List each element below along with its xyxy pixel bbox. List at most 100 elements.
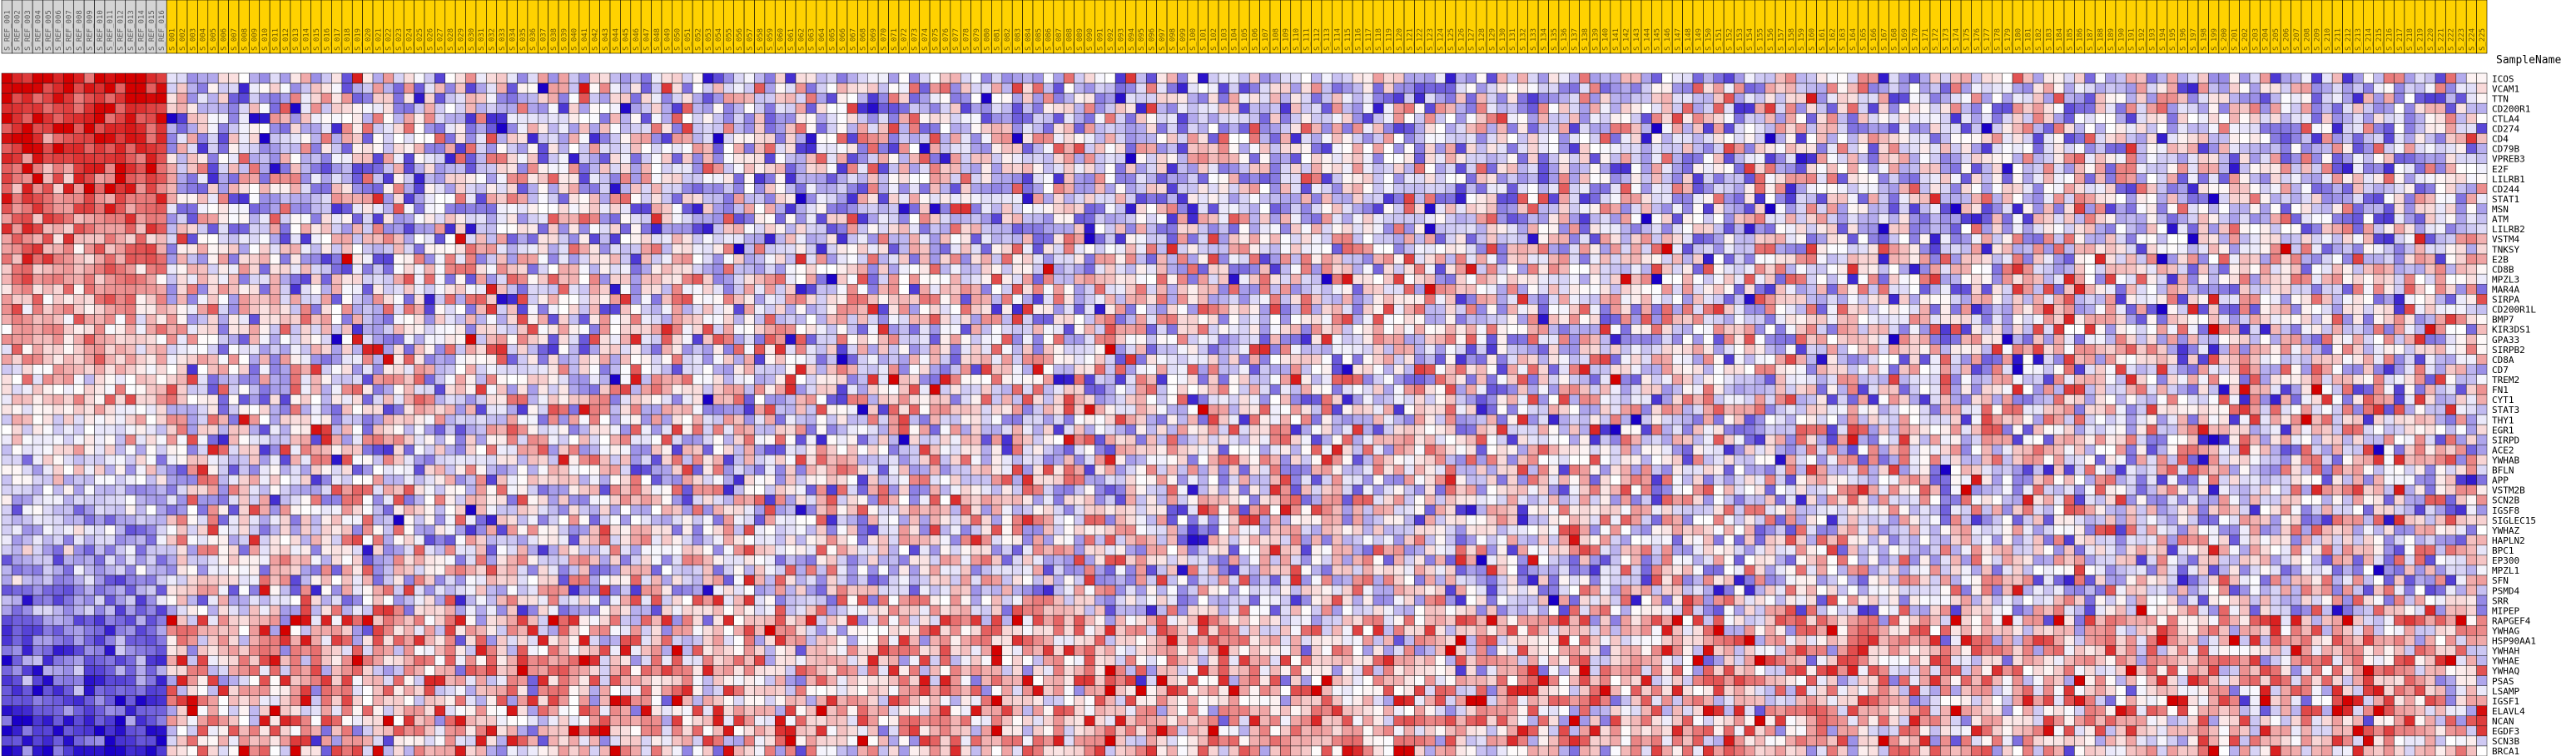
heatmap-cell xyxy=(1280,213,1292,225)
heatmap-cell xyxy=(651,102,663,114)
heatmap-cell xyxy=(588,123,600,134)
heatmap-cell xyxy=(1177,112,1189,124)
heatmap-cell xyxy=(1403,203,1415,215)
heatmap-cell xyxy=(2311,173,2323,184)
heatmap-cell xyxy=(32,173,43,184)
heatmap-cell xyxy=(1671,143,1683,154)
heatmap-cell xyxy=(362,183,374,194)
sample-label: S_183 xyxy=(2046,28,2054,51)
heatmap-cell xyxy=(867,233,879,245)
heatmap-cell xyxy=(63,223,74,235)
heatmap-cell xyxy=(115,203,126,215)
heatmap-cell xyxy=(1734,163,1745,174)
heatmap-cell xyxy=(2063,203,2075,215)
heatmap-cell xyxy=(12,82,23,94)
heatmap-cell xyxy=(672,112,682,124)
heatmap-cell xyxy=(300,233,311,245)
heatmap-cell xyxy=(816,133,827,144)
heatmap-cell xyxy=(2197,233,2209,245)
sample-label: S_176 xyxy=(1973,28,1982,51)
sample-label: S_REF_009 xyxy=(86,10,94,51)
heatmap-cell xyxy=(692,143,703,154)
heatmap-cell xyxy=(1383,223,1394,235)
heatmap-cell xyxy=(970,102,982,114)
heatmap-cell xyxy=(22,203,33,215)
heatmap-cell xyxy=(42,82,54,94)
heatmap-cell xyxy=(1878,193,1889,205)
heatmap-cell xyxy=(1455,163,1467,174)
heatmap-cell xyxy=(197,203,209,215)
heatmap-cell xyxy=(1414,112,1426,124)
heatmap-cell xyxy=(970,153,982,164)
heatmap-cell xyxy=(125,163,136,174)
heatmap-cell xyxy=(414,112,425,124)
heatmap-cell xyxy=(1321,123,1333,134)
heatmap-cell xyxy=(73,223,85,235)
heatmap-cell xyxy=(548,102,559,114)
heatmap-cell xyxy=(1992,213,2003,225)
sample-label: S_023 xyxy=(395,28,404,51)
heatmap-cell xyxy=(1764,123,1776,134)
heatmap-cell xyxy=(1,153,12,164)
heatmap-cell xyxy=(1434,92,1446,104)
heatmap-cell xyxy=(1506,82,1518,94)
heatmap-cell xyxy=(63,203,74,215)
heatmap-cell xyxy=(527,82,539,94)
heatmap-cell xyxy=(1889,143,1900,154)
heatmap-cell xyxy=(548,233,559,245)
heatmap-cell xyxy=(2115,102,2127,114)
heatmap-cell xyxy=(929,123,941,134)
heatmap-cell xyxy=(1342,92,1353,104)
heatmap-cell xyxy=(1795,123,1807,134)
heatmap-cell xyxy=(1074,193,1085,205)
heatmap-cell xyxy=(1,213,12,225)
sample-label: S_REF_007 xyxy=(66,10,74,51)
heatmap-cell xyxy=(1826,193,1838,205)
heatmap-cell xyxy=(320,183,332,194)
heatmap-cell xyxy=(1135,193,1147,205)
heatmap-cell xyxy=(341,243,353,255)
heatmap-cell xyxy=(63,72,74,84)
heatmap-cell xyxy=(2435,82,2446,94)
heatmap-cell xyxy=(1466,233,1477,245)
heatmap-cell xyxy=(960,133,971,144)
heatmap-cell xyxy=(2157,143,2168,154)
heatmap-cell xyxy=(1517,72,1528,84)
heatmap-cell xyxy=(1569,102,1580,114)
heatmap-cell xyxy=(104,183,116,194)
heatmap-cell xyxy=(909,223,920,235)
heatmap-cell xyxy=(970,233,982,245)
heatmap-cell xyxy=(1878,82,1889,94)
heatmap-cell xyxy=(2270,183,2281,194)
heatmap-cell xyxy=(2415,213,2425,225)
heatmap-cell xyxy=(960,112,971,124)
heatmap-cell xyxy=(259,163,271,174)
sample-label: S_123 xyxy=(1427,28,1435,51)
sample-label: S_074 xyxy=(921,28,930,51)
heatmap-cell xyxy=(1734,82,1745,94)
heatmap-cell xyxy=(806,82,817,94)
heatmap-cell xyxy=(1527,92,1539,104)
heatmap-cell xyxy=(568,82,580,94)
heatmap-cell xyxy=(1383,82,1394,94)
heatmap-cell xyxy=(2239,193,2251,205)
heatmap-cell xyxy=(1992,243,2003,255)
heatmap-cell xyxy=(2074,92,2086,104)
heatmap-cell xyxy=(1300,233,1312,245)
heatmap-cell xyxy=(115,133,126,144)
heatmap-cell xyxy=(1548,92,1560,104)
heatmap-cell xyxy=(1197,253,1209,265)
heatmap-cell xyxy=(1774,253,1786,265)
heatmap-cell xyxy=(176,72,188,84)
heatmap-cell xyxy=(661,92,673,104)
heatmap-cell xyxy=(2187,102,2199,114)
heatmap-cell xyxy=(2383,123,2395,134)
heatmap-cell xyxy=(867,153,879,164)
heatmap-cell xyxy=(320,82,332,94)
heatmap-cell xyxy=(1960,123,1972,134)
heatmap-cell xyxy=(682,173,693,184)
heatmap-cell xyxy=(1971,173,1983,184)
heatmap-cell xyxy=(63,253,74,265)
heatmap-cell xyxy=(857,253,869,265)
heatmap-cell xyxy=(2115,183,2127,194)
